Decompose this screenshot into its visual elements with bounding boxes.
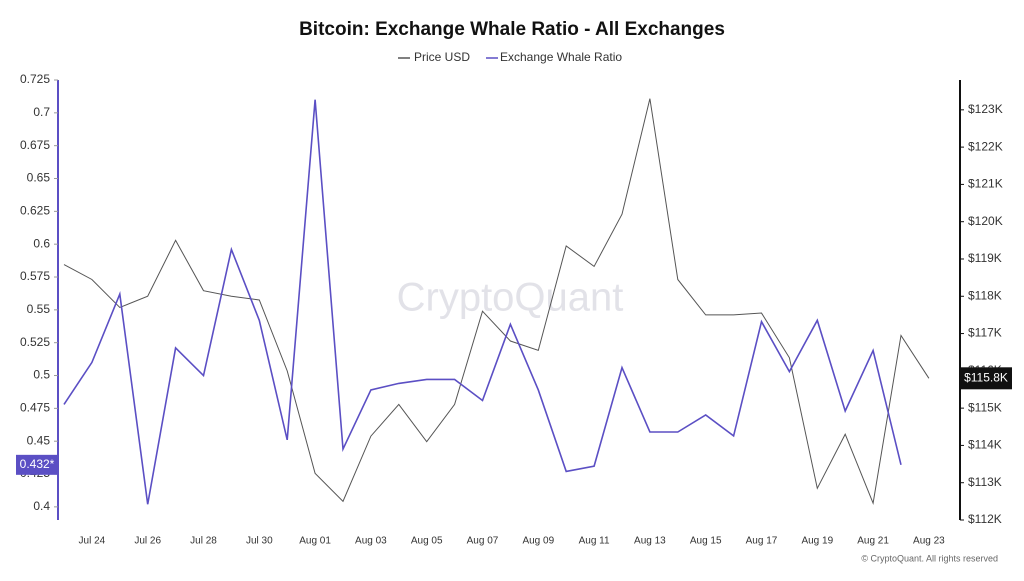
y2-tick-label: $115K	[968, 400, 1002, 414]
last-value-box	[960, 367, 1012, 390]
credit: © CryptoQuant. All rights reserved	[861, 553, 998, 563]
last-value-label: 0.432*	[20, 457, 55, 471]
y-tick-label: 0.65	[27, 171, 51, 185]
x-tick-label: Aug 09	[522, 536, 554, 547]
x-tick-label: Jul 28	[190, 536, 217, 547]
y-tick-label: 0.575	[20, 269, 50, 283]
y-tick-label: 0.5	[33, 368, 50, 382]
y2-tick-label: $112K	[968, 512, 1002, 526]
y2-tick-label: $113K	[968, 475, 1002, 489]
legend-label: Exchange Whale Ratio	[500, 50, 622, 64]
y2-tick-label: $120K	[968, 214, 1003, 228]
y-tick-label: 0.525	[20, 335, 50, 349]
x-tick-label: Aug 11	[579, 536, 610, 547]
y2-tick-label: $122K	[968, 139, 1003, 153]
y-tick-label: 0.725	[20, 72, 50, 86]
x-tick-label: Jul 26	[134, 536, 161, 547]
x-tick-label: Aug 15	[690, 536, 722, 547]
y-tick-label: 0.4	[33, 499, 50, 513]
y2-tick-label: $114K	[968, 438, 1002, 452]
y2-tick-label: $123K	[968, 102, 1003, 116]
y-tick-label: 0.6	[33, 236, 50, 250]
x-tick-label: Aug 03	[355, 536, 387, 547]
x-tick-label: Aug 23	[913, 536, 945, 547]
y-tick-label: 0.475	[20, 401, 50, 415]
last-value-box	[16, 454, 58, 475]
y2-tick-label: $118K	[968, 288, 1002, 302]
y2-tick-label: $121K	[968, 177, 1003, 191]
series-line	[63, 98, 930, 506]
x-tick-label: Aug 13	[634, 536, 666, 547]
y2-tick-label: $119K	[968, 251, 1002, 265]
last-value-label: $115.8K	[964, 370, 1008, 384]
y-tick-label: 0.45	[27, 433, 51, 447]
x-tick-label: Aug 21	[857, 536, 889, 547]
y-tick-label: 0.55	[27, 302, 51, 316]
y-tick-label: 0.7	[33, 105, 50, 119]
y-tick-label: 0.625	[20, 204, 50, 218]
x-tick-label: Aug 19	[801, 536, 833, 547]
legend-label: Price USD	[414, 50, 470, 64]
x-tick-label: Jul 24	[79, 536, 106, 547]
x-tick-label: Aug 01	[299, 536, 331, 547]
x-tick-label: Aug 07	[467, 536, 499, 547]
x-tick-label: Aug 05	[411, 536, 443, 547]
watermark: CryptoQuant	[397, 276, 624, 320]
chart-title: Bitcoin: Exchange Whale Ratio - All Exch…	[299, 19, 725, 40]
x-tick-label: Aug 17	[746, 536, 778, 547]
x-tick-label: Jul 30	[246, 536, 273, 547]
series-line	[63, 99, 902, 505]
y2-tick-label: $117K	[968, 326, 1002, 340]
y-tick-label: 0.675	[20, 138, 50, 152]
